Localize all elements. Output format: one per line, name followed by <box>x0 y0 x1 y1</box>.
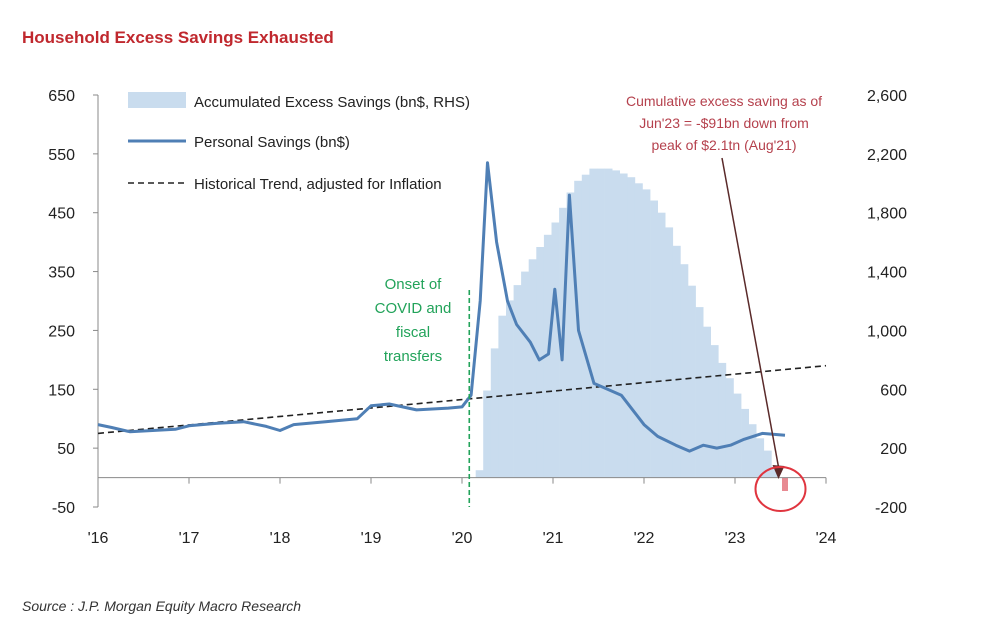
covid-annotation-text: COVID and <box>375 300 452 317</box>
excess-annotation-text: peak of $2.1tn (Aug'21) <box>651 137 796 153</box>
y-left-tick-label: -50 <box>52 500 75 517</box>
excess-savings-bar <box>665 227 674 478</box>
excess-savings-bar <box>756 438 765 478</box>
y-left-tick-label: 650 <box>48 88 75 105</box>
excess-savings-negative-bar <box>782 477 788 491</box>
y-right-tick-label: 600 <box>880 382 907 399</box>
excess-savings-bar <box>718 362 727 478</box>
excess-savings-bar <box>536 247 545 478</box>
x-tick-label: '22 <box>634 530 655 547</box>
y-right-tick-label: 2,200 <box>867 147 907 164</box>
excess-savings-bar <box>612 170 620 478</box>
excess-savings-bar <box>650 200 658 478</box>
y-right-tick-label: 1,800 <box>867 206 907 223</box>
excess-savings-bar <box>597 168 605 478</box>
excess-savings-bar <box>543 234 552 478</box>
excess-savings-bar <box>589 168 598 478</box>
y-left-tick-label: 150 <box>48 382 75 399</box>
y-right-tick-label: 2,600 <box>867 88 907 105</box>
excess-savings-bar <box>733 393 742 478</box>
legend-label: Accumulated Excess Savings (bn$, RHS) <box>194 94 470 111</box>
excess-savings-bar <box>688 285 696 478</box>
x-tick-label: '17 <box>179 530 200 547</box>
excess-savings-bar <box>551 222 560 478</box>
annotation-arrow-line <box>721 157 780 468</box>
excess-savings-bar <box>506 300 514 478</box>
excess-savings-bar <box>604 168 613 478</box>
excess-savings-bar <box>483 390 492 478</box>
excess-savings-bar <box>763 450 772 478</box>
chart-title: Household Excess Savings Exhausted <box>22 28 334 47</box>
annotation-arrow-head <box>772 464 785 479</box>
covid-annotation-text: fiscal <box>396 324 430 341</box>
excess-savings-bar <box>695 307 704 478</box>
x-tick-label: '16 <box>88 530 109 547</box>
excess-savings-bar <box>490 348 499 478</box>
source-note: Source : J.P. Morgan Equity Macro Resear… <box>22 598 302 614</box>
y-left-tick-label: 250 <box>48 323 75 340</box>
legend-label: Personal Savings (bn$) <box>194 134 350 151</box>
legend-label: Historical Trend, adjusted for Inflation <box>194 176 442 193</box>
y-right-tick-label: 1,000 <box>867 323 907 340</box>
excess-savings-bar <box>642 189 651 478</box>
excess-savings-bar <box>672 245 681 478</box>
excess-savings-bar <box>528 259 537 478</box>
excess-savings-bar <box>741 408 749 478</box>
excess-savings-bar <box>566 192 575 478</box>
legend-swatch-area <box>128 92 186 108</box>
y-left-tick-label: 550 <box>48 147 75 164</box>
excess-savings-bar <box>475 470 484 478</box>
personal-savings-line <box>97 161 786 453</box>
y-right-tick-label: -200 <box>875 500 907 517</box>
excess-savings-bar <box>498 315 507 478</box>
excess-savings-bar <box>703 326 711 478</box>
excess-savings-bar <box>748 424 757 478</box>
x-tick-label: '20 <box>452 530 473 547</box>
x-tick-label: '19 <box>361 530 382 547</box>
excess-savings-bar <box>634 183 643 478</box>
y-right-tick-label: 200 <box>880 441 907 458</box>
y-left-tick-label: 50 <box>57 441 75 458</box>
excess-annotation-text: Cumulative excess saving as of <box>626 93 822 109</box>
x-tick-label: '24 <box>816 530 837 547</box>
excess-savings-bar <box>725 378 734 478</box>
excess-annotation-text: Jun'23 = -$91bn down from <box>639 115 809 131</box>
covid-annotation-text: transfers <box>384 348 442 365</box>
x-tick-label: '21 <box>543 530 564 547</box>
excess-savings-bar <box>513 285 522 478</box>
excess-savings-bar <box>710 345 719 478</box>
excess-savings-bar <box>581 174 590 478</box>
excess-savings-bar <box>657 212 666 478</box>
excess-savings-bar <box>627 177 636 478</box>
covid-annotation-text: Onset of <box>385 276 443 293</box>
excess-savings-bar <box>521 271 529 478</box>
excess-savings-bar <box>771 466 780 478</box>
y-left-tick-label: 350 <box>48 265 75 282</box>
excess-savings-bar <box>680 264 689 478</box>
x-tick-label: '23 <box>725 530 746 547</box>
highlight-circle <box>754 465 807 512</box>
excess-savings-bar <box>619 173 628 478</box>
y-left-tick-label: 450 <box>48 206 75 223</box>
y-right-tick-label: 1,400 <box>867 265 907 282</box>
x-tick-label: '18 <box>270 530 291 547</box>
